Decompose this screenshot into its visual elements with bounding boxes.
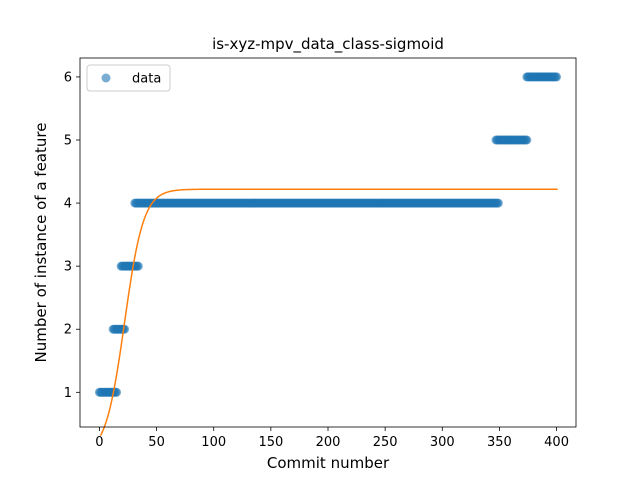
y-tick-label: 1 (64, 386, 72, 401)
x-tick-label: 100 (201, 435, 226, 450)
legend-frame (86, 64, 171, 92)
x-tick-label: 50 (148, 435, 165, 450)
legend: data (86, 64, 171, 92)
x-tick-label: 150 (258, 435, 283, 450)
data-point (133, 261, 143, 271)
data-point (552, 72, 562, 82)
y-tick-label: 3 (64, 260, 72, 275)
chart-title: is-xyz-mpv_data_class-sigmoid (212, 35, 444, 54)
y-tick-label: 5 (64, 134, 72, 149)
x-tick-label: 200 (316, 435, 341, 450)
x-tick-label: 250 (373, 435, 398, 450)
x-tick-label: 400 (544, 435, 569, 450)
x-tick-label: 300 (430, 435, 455, 450)
fit-line (99, 188, 558, 436)
x-tick-label: 0 (95, 435, 103, 450)
x-tick-label: 350 (487, 435, 512, 450)
legend-label-data: data (132, 72, 161, 87)
legend-marker-data (101, 73, 111, 83)
axes-layer: 0 50 100 150 200 250 300 350 400 1 2 3 4 5 6 (64, 57, 577, 450)
data-point (120, 324, 130, 334)
data-point (522, 135, 532, 145)
y-tick-label: 4 (64, 197, 72, 212)
x-axis-label: Commit number (267, 454, 390, 472)
y-tick-label: 6 (64, 70, 72, 85)
y-tick-label: 2 (64, 323, 72, 338)
data-point (493, 198, 503, 208)
y-axis-label: Number of instance of a feature (32, 123, 50, 363)
plot-layer (94, 72, 562, 436)
